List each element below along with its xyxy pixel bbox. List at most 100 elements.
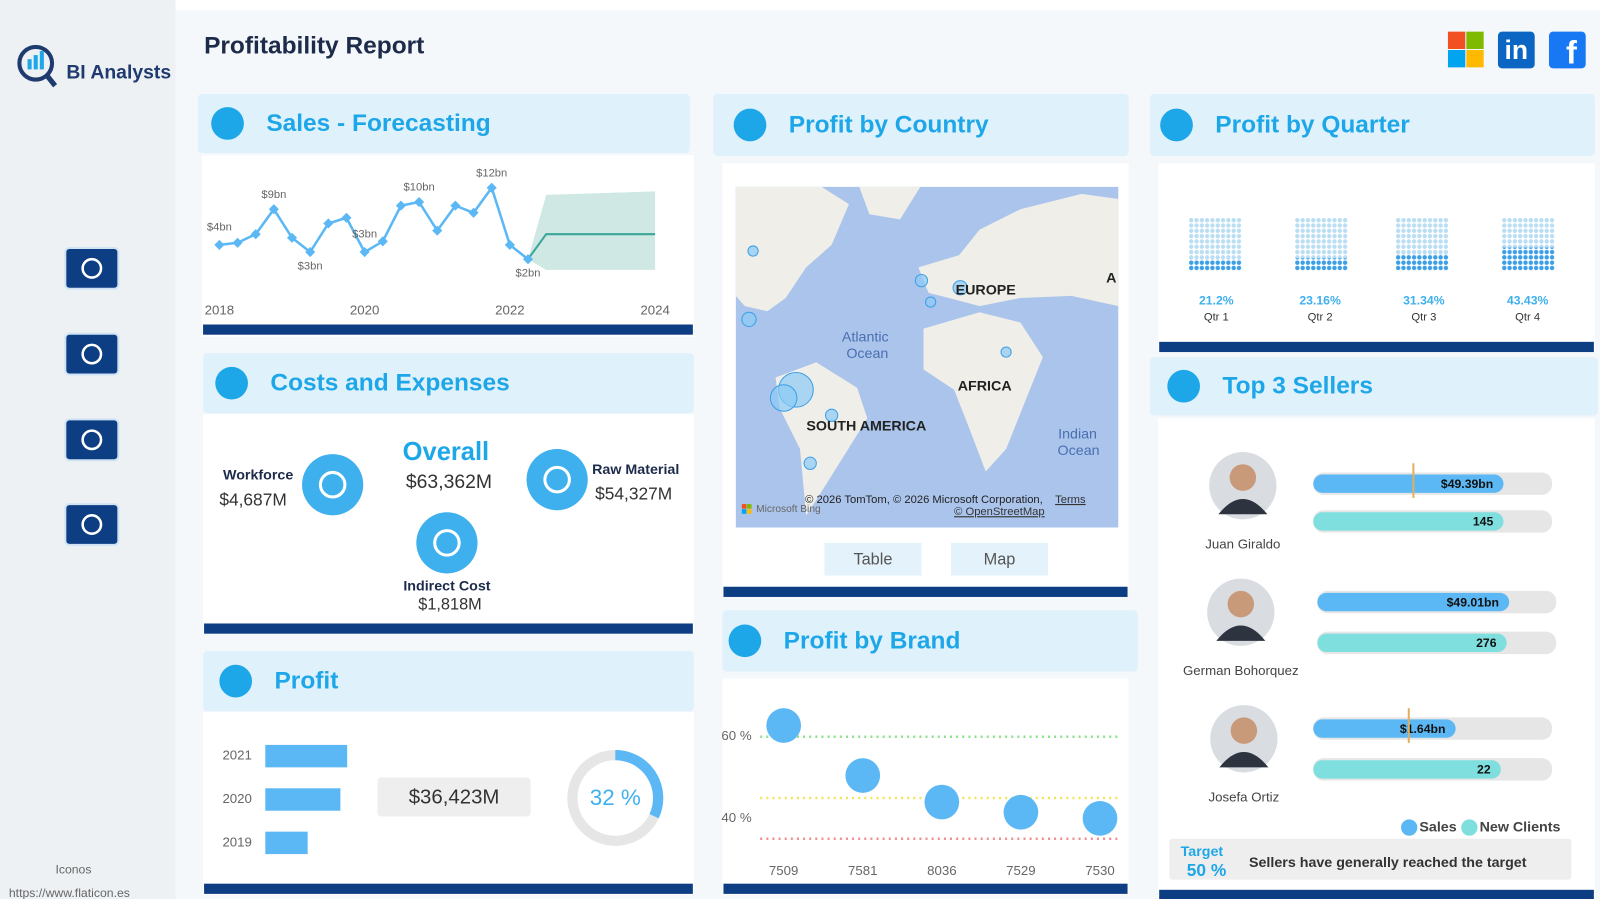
donut-arc	[615, 750, 664, 819]
x-tick-label: 7529	[1006, 863, 1035, 878]
bullet-label: $49.01bn	[1447, 595, 1499, 609]
toggle-button[interactable]	[824, 542, 922, 576]
panel-icon	[728, 624, 762, 658]
kpi-value: $36,423M	[409, 786, 500, 808]
map-land	[859, 186, 921, 220]
line-marker	[323, 218, 334, 229]
nav-button[interactable]	[64, 332, 120, 376]
data-label: $4bn	[207, 222, 232, 234]
seller-name: German Bohorquez	[1183, 663, 1299, 678]
target-value: 50 %	[1187, 860, 1226, 880]
waffle-value: 23.16%	[1299, 293, 1341, 307]
panel-header	[722, 610, 1138, 672]
facebook-text: f	[1566, 34, 1577, 71]
cost-icon	[526, 448, 588, 511]
seller-name: Juan Giraldo	[1205, 536, 1280, 551]
cost-icon-glyph	[543, 465, 571, 494]
logo-text: BI Analysts	[66, 62, 171, 84]
bullet-bar	[1317, 592, 1510, 612]
seller-body	[1219, 752, 1269, 768]
y-tick-label: 60 %	[721, 728, 751, 743]
bullet-bar	[1313, 760, 1501, 779]
panel-icon	[733, 108, 767, 142]
panel-title: Top 3 Sellers	[1222, 373, 1373, 400]
target-box	[1169, 838, 1572, 880]
bubble	[1082, 801, 1118, 836]
nav-button[interactable]	[64, 418, 120, 462]
bullet-bar	[1313, 474, 1504, 493]
map-label: Indian	[1058, 426, 1097, 442]
kpi-box	[377, 777, 531, 817]
y-tick-label: 2019	[222, 834, 251, 849]
panel-title: Costs and Expenses	[270, 370, 509, 397]
nav-button[interactable]	[64, 246, 120, 290]
map-land	[918, 193, 1119, 307]
panel-title: Profit by Quarter	[1215, 111, 1410, 138]
line-marker	[214, 239, 225, 250]
bing-logo	[746, 509, 752, 514]
panel-header	[1150, 357, 1598, 416]
panel-footer-bar	[204, 623, 693, 634]
logo-bar	[27, 59, 32, 70]
seller-head	[1230, 717, 1258, 744]
map-terms: Terms	[1055, 494, 1086, 506]
data-label: $2bn	[516, 267, 541, 279]
panel-header	[203, 353, 694, 414]
facebook-icon[interactable]	[1548, 31, 1586, 69]
x-tick-label: 2018	[205, 303, 234, 318]
data-label: $3bn	[298, 260, 323, 272]
cost-icon	[302, 454, 364, 516]
map-bubble	[747, 245, 759, 257]
map-label: Atlantic	[842, 330, 889, 346]
linkedin-icon[interactable]	[1497, 31, 1535, 69]
x-tick-label: 2024	[640, 303, 669, 318]
map-copyright: © 2026 TomTom, © 2026 Microsoft Corporat…	[805, 494, 1043, 506]
bubble	[924, 784, 960, 820]
toggle-button[interactable]	[951, 542, 1048, 576]
y-tick-label: 40 %	[721, 810, 751, 825]
map-label: AFRICA	[958, 379, 1012, 395]
nav-button[interactable]	[64, 503, 120, 546]
panel-title: Profit by Brand	[784, 627, 961, 654]
data-label: $9bn	[261, 189, 286, 201]
line-marker	[250, 229, 261, 240]
cost-icon-glyph	[318, 470, 347, 499]
map-label: A	[1106, 270, 1116, 286]
cost-value: $54,327M	[595, 483, 672, 503]
line-marker	[468, 207, 479, 218]
cost-icon	[416, 512, 478, 574]
map-label: EUROPE	[956, 283, 1016, 299]
panel-footer-bar	[723, 586, 1128, 597]
panel-footer-bar	[203, 324, 693, 335]
x-tick-label: 7581	[848, 863, 877, 878]
map-bubble	[741, 311, 757, 328]
toggle-label[interactable]: Map	[984, 551, 1016, 569]
bar	[265, 788, 341, 811]
bing-logo	[746, 504, 752, 509]
cost-value: $1,818M	[418, 595, 481, 613]
target-label: Target	[1181, 844, 1224, 860]
waffle-category: Qtr 3	[1411, 311, 1436, 323]
nav-icon	[81, 343, 103, 365]
logo-bar	[39, 51, 44, 70]
bullet-label: 22	[1477, 763, 1491, 777]
donut-label: 32 %	[590, 785, 641, 810]
legend-swatch	[1461, 819, 1478, 836]
toggle-label[interactable]: Table	[853, 551, 892, 569]
panel-footer-bar	[204, 883, 693, 894]
bullet-label: 145	[1473, 515, 1494, 529]
waffle-fill	[1188, 259, 1242, 271]
legend-label: Sales	[1419, 819, 1456, 835]
panel-icon	[219, 664, 253, 698]
x-tick-label: 2022	[495, 303, 524, 318]
waffle-value: 31.34%	[1403, 293, 1445, 307]
line-marker	[286, 232, 298, 243]
panel-header	[197, 93, 690, 154]
panel-footer-bar	[723, 883, 1128, 894]
credit-url: https://www.flaticon.es	[9, 886, 130, 899]
data-label: $3bn	[352, 229, 377, 241]
seller-body	[1216, 625, 1266, 641]
bubble	[845, 758, 881, 793]
nav-icon	[81, 514, 103, 535]
